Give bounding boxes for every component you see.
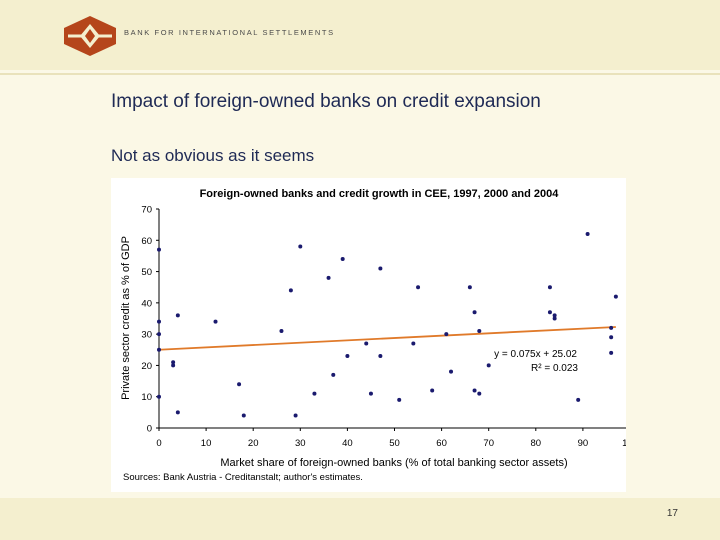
slide-title: Impact of foreign-owned banks on credit …: [111, 91, 541, 112]
slide-subtitle: Not as obvious as it seems: [111, 146, 315, 165]
data-point: [331, 372, 336, 377]
data-point: [486, 363, 491, 368]
data-point: [467, 285, 472, 290]
data-point: [171, 360, 176, 365]
data-point: [326, 275, 331, 280]
data-point: [472, 310, 477, 315]
x-axis-ticks: 0 10 20 30 40 50 60 70 80 90 100: [156, 428, 626, 449]
trendline-equation: y = 0.075x + 25.02: [494, 349, 577, 360]
data-point: [430, 388, 435, 393]
data-point: [213, 319, 218, 324]
x-tick-label: 10: [201, 438, 212, 449]
y-tick-label: 30: [141, 330, 152, 341]
data-point: [552, 313, 557, 318]
scatter-chart: Foreign-owned banks and credit growth in…: [120, 188, 626, 483]
data-point: [472, 388, 477, 393]
x-tick-label: 30: [295, 438, 306, 449]
data-point: [547, 310, 552, 315]
data-point: [378, 354, 383, 359]
source-note: Sources: Bank Austria - Creditanstalt; a…: [123, 472, 363, 483]
x-tick-label: 80: [531, 438, 542, 449]
org-name: BANK FOR INTERNATIONAL SETTLEMENTS: [124, 28, 335, 37]
data-point: [609, 325, 614, 330]
x-tick-label: 0: [156, 438, 161, 449]
data-point: [411, 341, 416, 346]
trendline: [158, 326, 616, 351]
header-divider: [0, 73, 720, 75]
data-point: [547, 285, 552, 290]
y-axis-label: Private sector credit as % of GDP: [120, 236, 132, 400]
r-squared-label: R² = 0.023: [531, 363, 578, 374]
data-point: [585, 232, 590, 237]
data-point: [312, 391, 317, 396]
data-point: [368, 391, 373, 396]
x-tick-label: 100: [622, 438, 626, 449]
data-point: [157, 247, 161, 252]
data-point: [609, 335, 614, 340]
bis-logo: [62, 14, 118, 58]
data-point: [477, 391, 482, 396]
y-tick-label: 40: [141, 298, 152, 309]
x-axis-label: Market share of foreign-owned banks (% o…: [220, 457, 567, 469]
header-band: [0, 0, 720, 70]
x-tick-label: 70: [483, 438, 494, 449]
chart-title: Foreign-owned banks and credit growth in…: [200, 188, 560, 200]
data-point: [157, 332, 161, 337]
data-point: [397, 397, 402, 402]
y-tick-label: 50: [141, 267, 152, 278]
data-point: [609, 350, 614, 355]
x-tick-label: 40: [342, 438, 353, 449]
data-point: [444, 332, 449, 337]
data-point: [416, 285, 421, 290]
data-point: [157, 347, 161, 352]
data-point: [157, 319, 161, 324]
data-point: [552, 316, 557, 321]
data-point: [293, 413, 298, 418]
y-tick-label: 60: [141, 236, 152, 247]
data-point: [237, 382, 242, 387]
data-point: [157, 394, 161, 399]
x-tick-label: 50: [389, 438, 400, 449]
data-point: [449, 369, 454, 374]
page-number: 17: [666, 508, 678, 519]
data-point: [171, 363, 176, 368]
data-point: [576, 397, 581, 402]
footer-band: [0, 498, 720, 540]
data-point: [279, 329, 284, 334]
data-point: [378, 266, 383, 271]
data-point: [477, 329, 482, 334]
data-point: [364, 341, 369, 346]
y-tick-label: 20: [141, 361, 152, 372]
data-points: [157, 232, 618, 418]
y-tick-label: 10: [141, 392, 152, 403]
data-point: [340, 257, 345, 262]
data-point: [298, 244, 303, 249]
y-tick-label: 0: [147, 424, 152, 435]
y-tick-label: 70: [141, 205, 152, 216]
x-tick-label: 20: [248, 438, 259, 449]
chart-panel: Foreign-owned banks and credit growth in…: [111, 178, 626, 492]
data-point: [175, 410, 180, 415]
y-axis-ticks: 0 10 20 30 40 50 60 70: [141, 205, 159, 435]
data-point: [175, 313, 180, 318]
data-point: [288, 288, 293, 293]
data-point: [241, 413, 246, 418]
x-tick-label: 60: [436, 438, 447, 449]
x-tick-label: 90: [578, 438, 589, 449]
data-point: [345, 354, 350, 359]
data-point: [613, 294, 618, 299]
